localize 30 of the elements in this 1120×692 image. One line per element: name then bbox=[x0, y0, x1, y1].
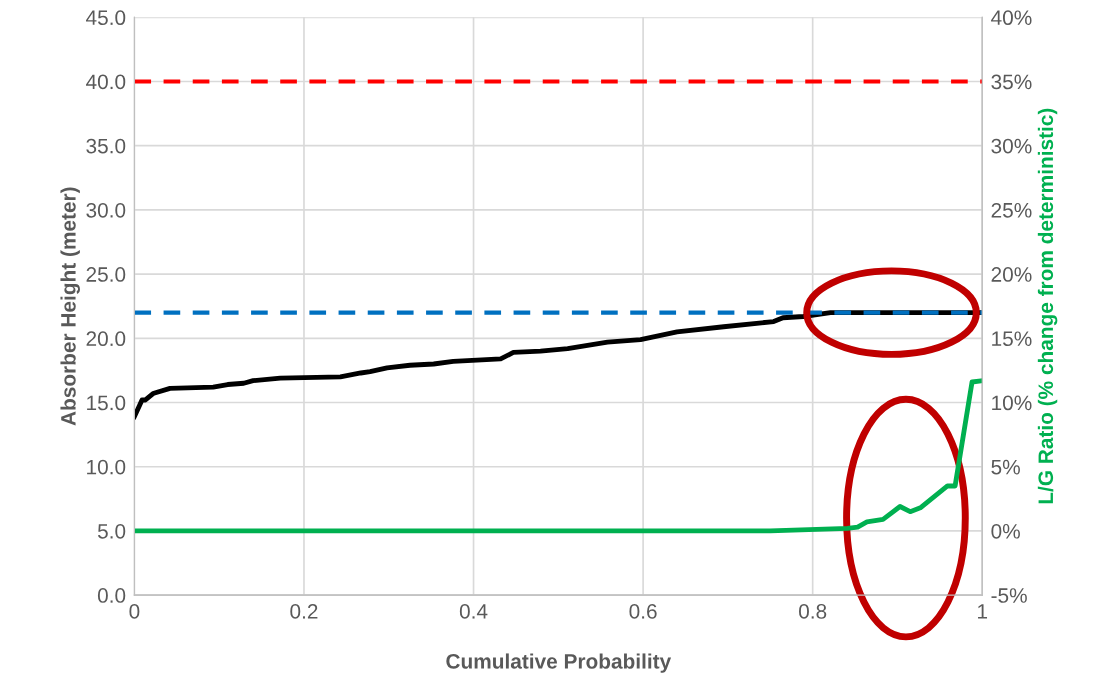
y2-tick-label: 0% bbox=[991, 523, 1020, 539]
x-tick-label: 0.6 bbox=[629, 604, 657, 619]
y-tick-label: 5.0 bbox=[97, 523, 126, 539]
y-tick-label: 35.0 bbox=[86, 138, 126, 154]
y-tick-label: 20.0 bbox=[86, 331, 126, 347]
y-tick-label: 45.0 bbox=[86, 10, 126, 26]
y-tick-label: 30.0 bbox=[86, 202, 126, 218]
y-axis-title: Absorber Height (meter) bbox=[60, 187, 80, 426]
y2-tick-label: 40% bbox=[991, 10, 1032, 26]
x-axis-title: Cumulative Probability bbox=[446, 653, 672, 673]
y-tick-label: 25.0 bbox=[86, 267, 126, 282]
line-series bbox=[134, 378, 983, 534]
x-tick-label: 0.8 bbox=[799, 604, 827, 619]
y-tick-label: 40.0 bbox=[86, 74, 126, 90]
y2-tick-label: 15% bbox=[992, 331, 1032, 347]
y2-tick-label: 20% bbox=[991, 267, 1032, 282]
y2-axis-title: L/G Ratio (% change from deterministic) bbox=[1037, 108, 1058, 504]
y-tick-label: 15.0 bbox=[87, 395, 126, 411]
y2-tick-label: 25% bbox=[991, 202, 1032, 218]
y2-tick-label: 30% bbox=[991, 138, 1032, 154]
x-tick-label: 0.2 bbox=[290, 604, 318, 619]
y-tick-label: 0.0 bbox=[97, 588, 126, 603]
y-tick-label: 10.0 bbox=[87, 459, 126, 475]
x-tick-label: 0 bbox=[129, 604, 140, 619]
y2-tick-label: -5% bbox=[991, 588, 1027, 603]
x-tick-label: 1 bbox=[978, 604, 988, 619]
y2-tick-label: 10% bbox=[992, 395, 1032, 411]
x-tick-label: 0.4 bbox=[459, 604, 488, 619]
y2-tick-label: 5% bbox=[991, 459, 1020, 475]
y2-tick-label: 35% bbox=[991, 74, 1032, 90]
